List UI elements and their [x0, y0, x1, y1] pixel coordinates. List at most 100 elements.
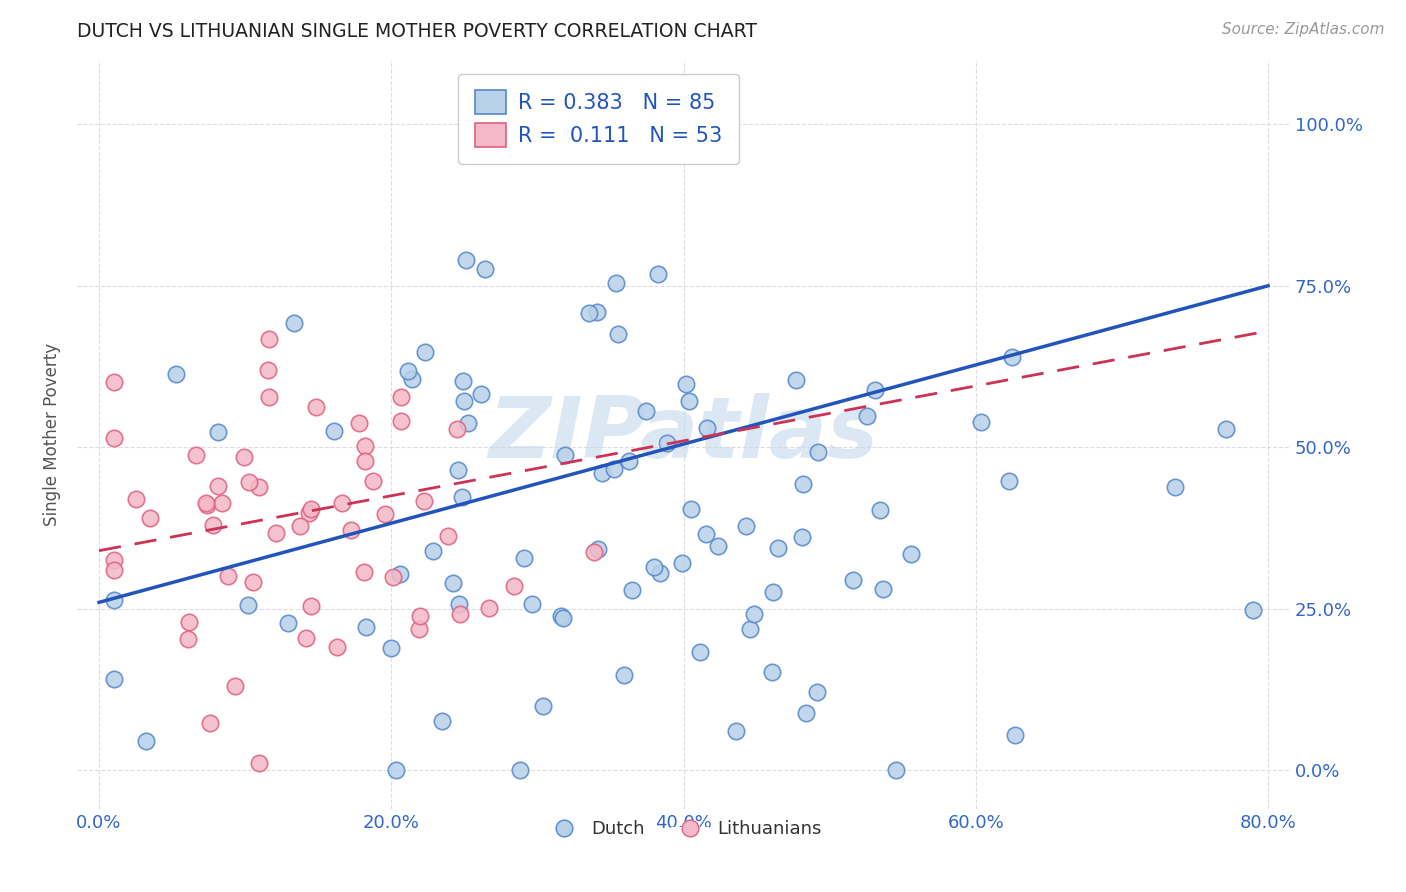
Point: [247, 480, 270, 494]
Point: [554, 449, 576, 463]
Point: [165, 367, 187, 381]
Point: [103, 673, 125, 687]
Point: [1215, 422, 1237, 436]
Point: [807, 445, 830, 459]
Point: [177, 632, 200, 647]
Point: [792, 530, 814, 544]
Point: [242, 574, 264, 589]
Point: [257, 362, 280, 376]
Point: [409, 609, 432, 624]
Point: [186, 448, 208, 462]
Point: [347, 416, 370, 430]
Point: [326, 640, 349, 654]
Point: [582, 545, 605, 559]
Point: [531, 698, 554, 713]
Point: [1001, 351, 1024, 365]
Legend: Dutch, Lithuanians: Dutch, Lithuanians: [538, 813, 828, 845]
Point: [520, 597, 543, 611]
Point: [766, 541, 789, 556]
Point: [259, 332, 281, 346]
Point: [354, 454, 377, 468]
Point: [454, 252, 477, 267]
Point: [207, 479, 229, 493]
Point: [179, 615, 201, 629]
Point: [238, 475, 260, 489]
Point: [603, 461, 626, 475]
Point: [689, 645, 711, 659]
Point: [389, 413, 412, 427]
Point: [422, 544, 444, 558]
Point: [363, 474, 385, 488]
Point: [103, 593, 125, 607]
Point: [432, 714, 454, 728]
Point: [679, 502, 702, 516]
Point: [277, 616, 299, 631]
Point: [762, 585, 785, 599]
Point: [135, 734, 157, 748]
Point: [605, 276, 627, 290]
Point: [696, 420, 718, 434]
Point: [478, 601, 501, 615]
Point: [841, 574, 863, 588]
Point: [509, 764, 531, 778]
Point: [354, 620, 377, 634]
Point: [502, 579, 524, 593]
Point: [299, 502, 322, 516]
Point: [650, 566, 672, 580]
Point: [299, 599, 322, 613]
Point: [194, 496, 217, 510]
Point: [264, 525, 287, 540]
Point: [621, 583, 644, 598]
Point: [125, 492, 148, 507]
Point: [449, 597, 471, 611]
Point: [675, 377, 697, 392]
Point: [139, 510, 162, 524]
Y-axis label: Single Mother Poverty: Single Mother Poverty: [44, 343, 60, 526]
Point: [647, 268, 669, 282]
Point: [856, 409, 879, 423]
Point: [613, 668, 636, 682]
Point: [381, 570, 404, 584]
Point: [457, 416, 479, 430]
Point: [636, 403, 658, 417]
Point: [385, 764, 408, 778]
Point: [794, 706, 817, 720]
Point: [323, 424, 346, 438]
Point: [449, 607, 471, 622]
Text: Source: ZipAtlas.com: Source: ZipAtlas.com: [1222, 22, 1385, 37]
Point: [295, 632, 318, 646]
Point: [900, 547, 922, 561]
Point: [738, 622, 761, 636]
Point: [401, 372, 423, 386]
Point: [761, 665, 783, 679]
Point: [103, 431, 125, 445]
Point: [586, 541, 609, 556]
Point: [340, 523, 363, 537]
Text: ZIPatlas: ZIPatlas: [488, 392, 879, 475]
Point: [1004, 728, 1026, 742]
Point: [785, 372, 807, 386]
Point: [806, 685, 828, 699]
Point: [446, 422, 468, 436]
Point: [742, 607, 765, 621]
Point: [232, 450, 254, 464]
Point: [451, 491, 474, 505]
Point: [998, 474, 1021, 488]
Point: [408, 622, 430, 636]
Point: [437, 529, 460, 543]
Point: [619, 454, 641, 468]
Point: [103, 563, 125, 577]
Point: [607, 326, 630, 341]
Point: [513, 551, 536, 566]
Point: [353, 439, 375, 453]
Point: [218, 569, 240, 583]
Point: [236, 598, 259, 612]
Point: [297, 507, 319, 521]
Point: [655, 435, 678, 450]
Point: [724, 724, 747, 739]
Point: [288, 519, 311, 533]
Point: [103, 552, 125, 566]
Point: [389, 390, 412, 404]
Point: [578, 306, 600, 320]
Point: [413, 494, 436, 508]
